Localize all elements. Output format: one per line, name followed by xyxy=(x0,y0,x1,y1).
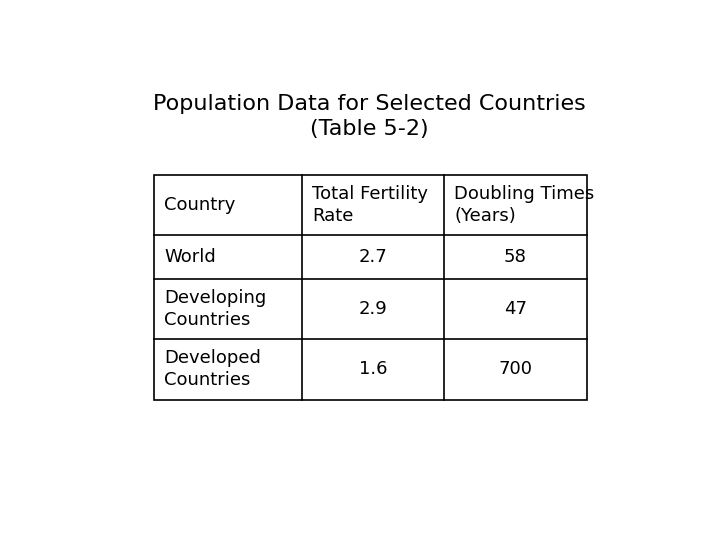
Text: 58: 58 xyxy=(504,248,527,266)
Text: 1.6: 1.6 xyxy=(359,360,387,379)
Text: Total Fertility
Rate: Total Fertility Rate xyxy=(312,185,428,225)
Text: 700: 700 xyxy=(498,360,533,379)
Text: Country: Country xyxy=(164,196,235,214)
Text: World: World xyxy=(164,248,216,266)
Text: Doubling Times
(Years): Doubling Times (Years) xyxy=(454,185,595,225)
Text: 47: 47 xyxy=(504,300,527,318)
Text: 2.7: 2.7 xyxy=(359,248,387,266)
Text: Developing
Countries: Developing Countries xyxy=(164,289,266,329)
Text: Developed
Countries: Developed Countries xyxy=(164,349,261,389)
Text: 2.9: 2.9 xyxy=(359,300,387,318)
Text: Population Data for Selected Countries
(Table 5-2): Population Data for Selected Countries (… xyxy=(153,94,585,139)
